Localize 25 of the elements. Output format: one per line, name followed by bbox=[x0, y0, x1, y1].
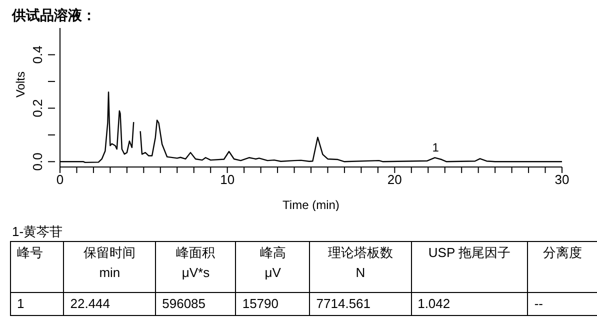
chart-title: 供试品溶液： bbox=[10, 7, 97, 25]
text: 15790 bbox=[242, 295, 280, 313]
x-tick-label: 30 bbox=[554, 172, 570, 188]
text: 596085 bbox=[162, 295, 207, 313]
text: 保留时间 min bbox=[82, 244, 137, 282]
annotation: 1 bbox=[432, 140, 440, 155]
text: 22.444 bbox=[70, 295, 112, 313]
y-tick-label: 0.0 bbox=[30, 152, 45, 171]
y-tick-label: 0.4 bbox=[30, 46, 45, 64]
text: 峰高 μV bbox=[258, 244, 287, 282]
text: -- bbox=[534, 295, 544, 313]
text: 7714.561 bbox=[316, 295, 372, 313]
text: 峰面积 μV*s bbox=[175, 244, 216, 282]
x-tick-label: 10 bbox=[220, 172, 235, 188]
text: 1.042 bbox=[418, 295, 452, 313]
text: 1 bbox=[17, 295, 26, 313]
text: 分离度 bbox=[542, 244, 584, 262]
x-tick-label: 0 bbox=[56, 172, 64, 188]
x-tick-label: 20 bbox=[387, 172, 402, 188]
text: 峰号 bbox=[17, 244, 44, 262]
text: USP 拖尾因子 bbox=[427, 244, 512, 262]
y-tick-label: 0.2 bbox=[30, 99, 45, 118]
text: 1-黄芩苷 bbox=[11, 223, 64, 241]
text: 理论塔板数 N bbox=[326, 244, 394, 282]
y-axis-title: Volts bbox=[13, 71, 28, 98]
